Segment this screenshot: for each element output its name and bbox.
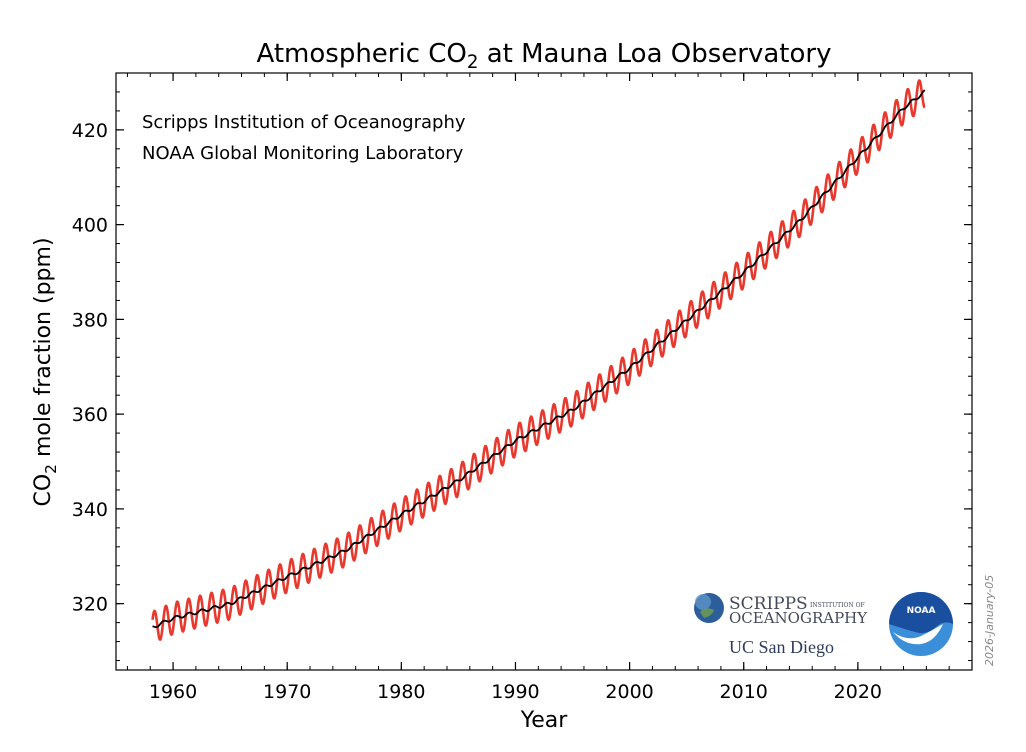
monthly-mean-line xyxy=(151,79,926,641)
y-tick-label: 420 xyxy=(72,120,108,142)
x-tick-label: 2000 xyxy=(605,681,653,703)
x-tick-label: 1970 xyxy=(263,681,311,703)
monthly-mean-layer xyxy=(151,79,926,641)
trend-layer xyxy=(152,89,926,629)
scripps-small-text: INSTITUTION OF xyxy=(810,602,865,609)
y-tick-label: 360 xyxy=(72,404,108,426)
ucsd-wordmark: UC San Diego xyxy=(729,637,834,657)
x-axis-label: Year xyxy=(520,708,569,733)
annotation-noaa: NOAA Global Monitoring Laboratory xyxy=(142,143,464,164)
trend-line xyxy=(152,89,926,629)
y-axis-label: CO2 mole fraction (ppm) xyxy=(31,237,60,506)
scripps-logo: SCRIPPS INSTITUTION OF OCEANOGRAPHY UC S… xyxy=(694,593,868,657)
y-tick-label: 400 xyxy=(72,215,108,237)
x-tick-label: 1980 xyxy=(377,681,425,703)
x-tick-label: 1990 xyxy=(491,681,539,703)
y-tick-label: 320 xyxy=(72,594,108,616)
annotation-scripps: Scripps Institution of Oceanography xyxy=(142,112,466,133)
chart-title: Atmospheric CO2 at Mauna Loa Observatory xyxy=(257,39,832,73)
noaa-logo: NOAA xyxy=(889,592,953,656)
scripps-wordmark: SCRIPPS xyxy=(729,594,808,614)
noaa-wordmark: NOAA xyxy=(907,606,936,616)
axes: 1960 1970 1980 1990 2000 2010 2020 320 340 360 380… xyxy=(72,72,972,703)
x-tick-label: 1960 xyxy=(149,681,197,703)
date-stamp: 2026-January-05 xyxy=(983,575,996,666)
scripps-oceanography: OCEANOGRAPHY xyxy=(729,609,868,627)
y-tick-label: 380 xyxy=(72,309,108,331)
y-tick-label: 340 xyxy=(72,499,108,521)
x-tick-label: 2010 xyxy=(720,681,768,703)
x-tick-label: 2020 xyxy=(834,681,882,703)
plot-frame xyxy=(115,72,973,671)
